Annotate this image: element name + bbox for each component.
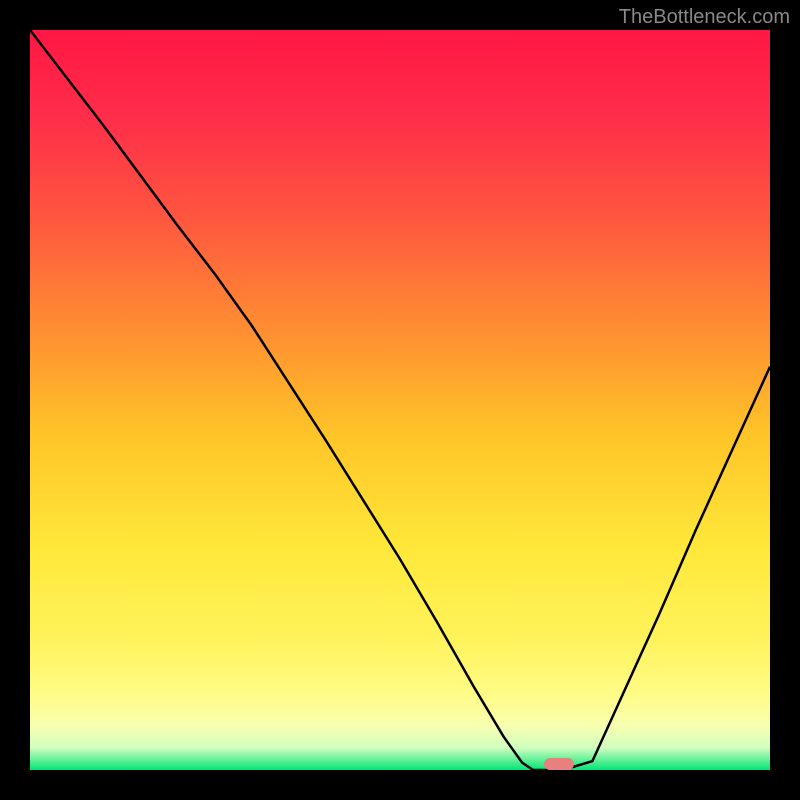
chart-plot-area <box>30 30 770 770</box>
optimal-point-marker <box>544 758 574 770</box>
bottleneck-curve <box>30 30 770 770</box>
watermark-text: TheBottleneck.com <box>619 6 790 29</box>
